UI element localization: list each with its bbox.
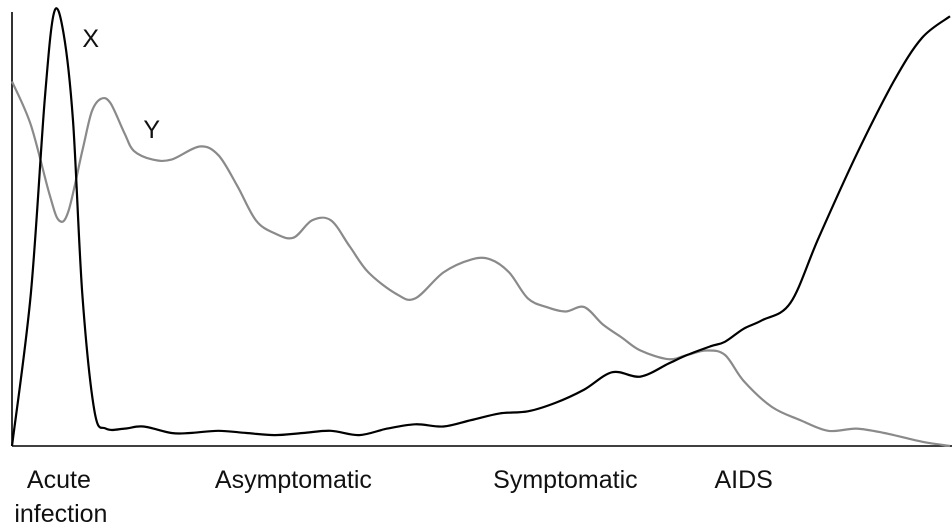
category-labels: Acute infection Asymptomatic Symptomatic AID…	[14, 466, 772, 528]
series-y-label: Y	[143, 116, 160, 144]
category-label-3: AIDS	[714, 466, 772, 494]
series-y-line	[10, 80, 951, 448]
category-label-2: Symptomatic	[493, 466, 637, 494]
category-label-1: Asymptomatic	[215, 466, 372, 494]
series-x-label: X	[82, 25, 99, 53]
category-label-0-line2: infection	[14, 500, 107, 528]
series-x-line	[10, 7, 951, 447]
category-label-0: Acute	[27, 466, 91, 494]
